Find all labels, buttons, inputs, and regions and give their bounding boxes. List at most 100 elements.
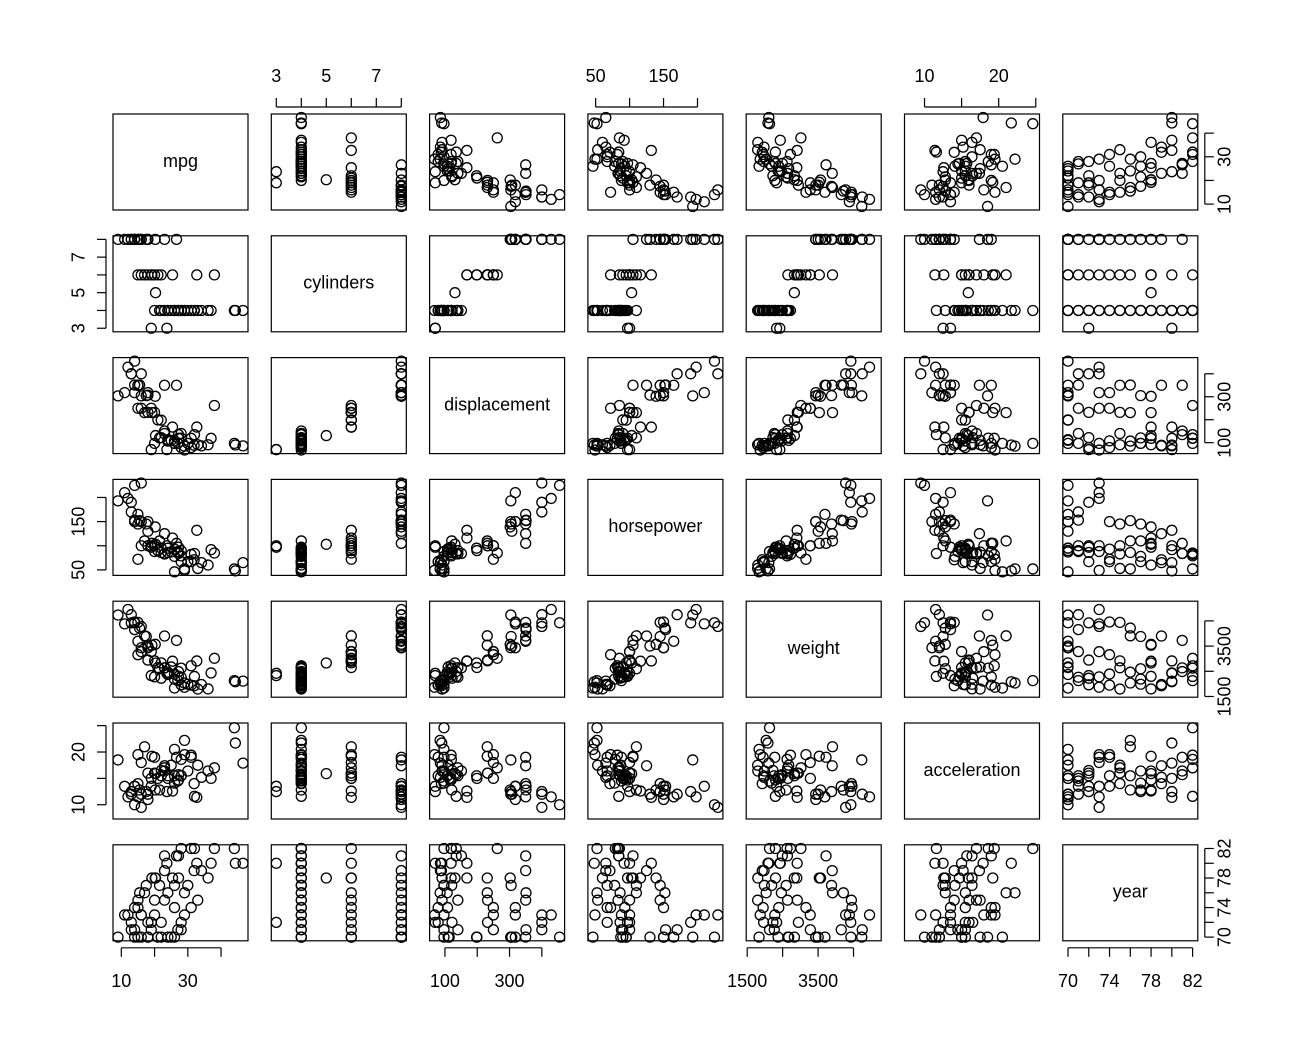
point [1093, 646, 1105, 658]
point [791, 785, 803, 797]
y-tick-label: 5 [69, 288, 89, 298]
point [820, 751, 832, 763]
point [1072, 188, 1085, 201]
point [345, 181, 357, 194]
point [970, 132, 983, 144]
point [237, 675, 249, 687]
point [270, 857, 282, 869]
point [438, 924, 450, 936]
point [1083, 443, 1095, 456]
point [1135, 777, 1147, 789]
point [536, 184, 548, 196]
point [987, 406, 999, 419]
point [845, 931, 857, 943]
point [982, 432, 994, 444]
point [172, 774, 185, 786]
point [939, 872, 951, 884]
point [1124, 734, 1136, 747]
point [810, 931, 822, 943]
panel-frame [903, 844, 1041, 942]
point [615, 909, 628, 921]
point [152, 414, 164, 426]
point [295, 429, 307, 441]
point [122, 603, 134, 616]
point [153, 304, 166, 317]
point [623, 646, 636, 658]
point [1114, 518, 1126, 530]
point [837, 887, 850, 899]
point [132, 649, 144, 661]
point [128, 799, 141, 811]
point [295, 842, 307, 855]
panel-frame [270, 478, 407, 576]
point [158, 894, 171, 906]
point [601, 901, 613, 914]
point [623, 443, 636, 456]
point [804, 177, 817, 189]
point [645, 421, 657, 433]
point [1083, 368, 1095, 380]
point [1135, 550, 1147, 563]
point [708, 799, 721, 811]
point [1114, 655, 1126, 667]
point [840, 909, 852, 921]
panel-frame [112, 113, 249, 211]
point [520, 537, 532, 549]
point [760, 887, 772, 899]
point [1135, 630, 1147, 643]
point [395, 167, 407, 179]
point [668, 379, 680, 391]
point [970, 652, 983, 664]
point [800, 186, 812, 198]
point [185, 842, 197, 855]
point [1124, 304, 1136, 317]
point [128, 623, 141, 636]
point [588, 857, 600, 869]
point [122, 791, 134, 803]
point [505, 200, 517, 213]
point [295, 141, 307, 153]
point [140, 233, 152, 246]
point [1072, 788, 1085, 800]
panel-frame [903, 113, 1041, 211]
point [128, 355, 141, 367]
point [487, 553, 500, 565]
point [1062, 635, 1074, 647]
point [617, 414, 629, 426]
point [846, 901, 858, 914]
point [435, 778, 448, 790]
point [1124, 440, 1136, 452]
point [145, 541, 157, 553]
point [345, 661, 357, 674]
point [1027, 118, 1039, 130]
point [188, 554, 200, 566]
point [553, 479, 566, 492]
point [645, 269, 657, 281]
point [178, 734, 191, 747]
point [158, 547, 171, 560]
point [856, 506, 868, 518]
panel-frame [1062, 235, 1199, 333]
point [1135, 160, 1147, 172]
point [1145, 774, 1157, 786]
point [145, 780, 157, 792]
x-tick-label: 78 [1141, 971, 1161, 991]
point [128, 233, 141, 246]
point [445, 872, 457, 884]
point [763, 304, 775, 317]
point [985, 537, 997, 549]
point [1166, 440, 1178, 452]
point [1072, 544, 1085, 557]
point [791, 894, 803, 906]
point [955, 645, 968, 658]
point [918, 617, 931, 629]
point [295, 778, 307, 790]
point [970, 842, 983, 855]
point [1083, 191, 1095, 203]
point [1145, 421, 1157, 433]
point [1005, 676, 1017, 688]
point [1093, 269, 1105, 281]
point [1103, 186, 1116, 198]
point [845, 186, 858, 198]
point [455, 765, 468, 777]
